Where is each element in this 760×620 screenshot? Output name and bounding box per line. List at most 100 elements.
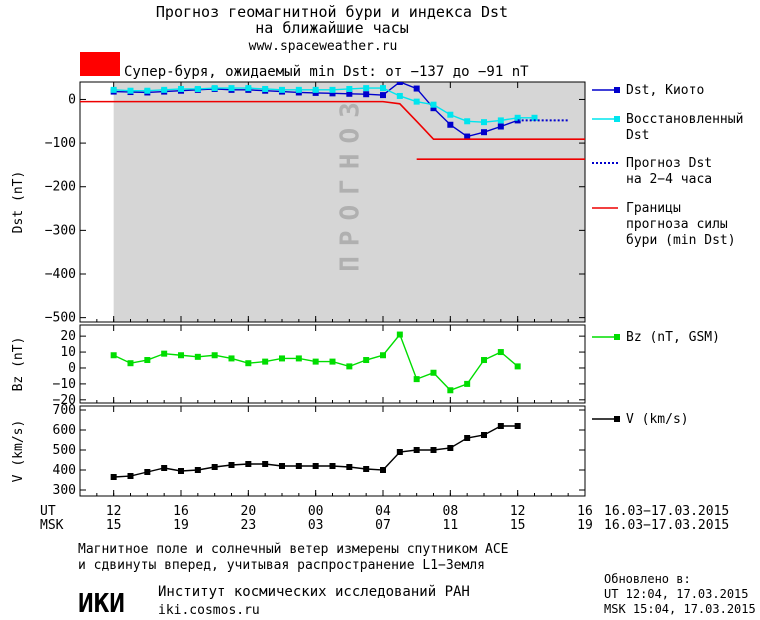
data-point xyxy=(464,118,471,125)
data-point xyxy=(481,357,487,364)
time-axis: UT MSK 16.03−17.03.2015 16.03−17.03.2015… xyxy=(40,504,729,533)
data-point xyxy=(514,363,521,370)
updated-label: Обновлено в: xyxy=(604,572,691,586)
data-point xyxy=(514,423,521,429)
data-point xyxy=(363,357,370,364)
measurement-note: Магнитное поле и солнечный ветер измерен… xyxy=(78,542,508,557)
y-tick-label: 300 xyxy=(53,483,76,498)
ut-tick-label: 12 xyxy=(106,504,122,519)
msk-tick-label: 23 xyxy=(241,518,257,533)
data-point xyxy=(211,352,218,359)
measurement-note-2: и сдвинуты вперед, учитывая распростране… xyxy=(78,558,485,573)
data-point xyxy=(161,465,168,471)
ut-tick-label: 04 xyxy=(375,504,391,519)
y-tick-label: −200 xyxy=(45,180,76,195)
y-tick-label: −300 xyxy=(45,223,76,238)
data-point xyxy=(144,87,151,94)
legend-label: бури (min Dst) xyxy=(626,233,736,248)
ut-range: 16.03−17.03.2015 xyxy=(604,504,729,519)
data-point xyxy=(430,369,437,376)
data-point xyxy=(380,467,386,473)
data-point xyxy=(161,86,168,93)
legend-label: на 2−4 часа xyxy=(626,172,712,187)
legend-marker xyxy=(614,416,620,422)
legend-label: прогноза силы xyxy=(626,217,728,232)
forecast-zone xyxy=(113,82,586,322)
data-point xyxy=(329,90,336,97)
data-point xyxy=(127,473,134,479)
data-point xyxy=(481,129,487,136)
data-point xyxy=(262,85,269,92)
institute-site: iki.cosmos.ru xyxy=(158,603,260,618)
data-point xyxy=(312,463,319,469)
data-point xyxy=(430,447,437,453)
msk-axis-label: MSK xyxy=(40,518,64,533)
data-point xyxy=(430,101,437,108)
data-point xyxy=(464,133,471,140)
data-point xyxy=(464,435,471,441)
legend-label: Восстановленный xyxy=(626,112,743,127)
updated-ut: UT 12:04, 17.03.2015 xyxy=(604,587,749,601)
data-point xyxy=(413,85,420,92)
storm-bound-line xyxy=(80,100,585,140)
y-tick-label: 600 xyxy=(53,423,76,438)
ut-tick-label: 00 xyxy=(308,504,324,519)
data-point xyxy=(329,463,336,469)
data-point xyxy=(531,114,538,121)
msk-tick-label: 19 xyxy=(173,518,189,533)
data-point xyxy=(464,380,471,387)
legend-label: Прогноз Dst xyxy=(626,156,712,171)
data-point xyxy=(161,350,168,357)
legend-label: Границы xyxy=(626,201,681,216)
data-point xyxy=(447,111,454,118)
data-point xyxy=(481,432,487,438)
ut-tick-label: 20 xyxy=(241,504,257,519)
y-tick-label: 20 xyxy=(60,329,76,344)
data-point xyxy=(110,86,117,93)
data-point xyxy=(228,355,235,362)
data-point xyxy=(110,474,117,480)
data-point xyxy=(363,85,370,92)
msk-tick-label: 19 xyxy=(577,518,593,533)
data-point xyxy=(178,352,184,359)
msk-tick-label: 15 xyxy=(106,518,122,533)
y-tick-label: −500 xyxy=(45,311,76,326)
data-point xyxy=(413,447,420,453)
data-point xyxy=(295,463,302,469)
msk-tick-label: 11 xyxy=(443,518,459,533)
data-point xyxy=(497,117,504,124)
y-tick-label: 10 xyxy=(60,345,76,360)
data-point xyxy=(295,355,302,362)
alert-text: Супер-буря, ожидаемый min Dst: от −137 д… xyxy=(124,64,529,80)
y-axis-label: Bz (nT) xyxy=(11,337,26,392)
ut-tick-label: 16 xyxy=(173,504,189,519)
legend-marker xyxy=(614,334,620,340)
data-point xyxy=(262,461,269,467)
data-point xyxy=(279,86,285,93)
msk-tick-label: 07 xyxy=(375,518,391,533)
data-point xyxy=(312,89,319,96)
data-point xyxy=(228,85,235,92)
y-tick-label: −100 xyxy=(45,136,76,151)
data-point xyxy=(228,462,235,468)
data-point xyxy=(245,85,252,92)
data-point xyxy=(312,358,319,365)
data-point xyxy=(380,92,386,99)
data-point xyxy=(245,461,252,467)
page-title: Прогноз геомагнитной бури и индекса Dst xyxy=(156,3,508,21)
y-tick-label: 700 xyxy=(53,403,76,418)
data-point xyxy=(346,464,353,470)
y-tick-label: −10 xyxy=(53,377,76,392)
data-point xyxy=(211,85,218,92)
legend-marker xyxy=(614,116,620,122)
data-point xyxy=(144,469,151,475)
data-point xyxy=(178,85,184,92)
y-tick-label: 0 xyxy=(68,92,76,107)
y-tick-label: 500 xyxy=(53,443,76,458)
legend-label: Bz (nT, GSM) xyxy=(626,330,720,345)
y-tick-label: 400 xyxy=(53,463,76,478)
data-point xyxy=(481,119,487,126)
data-point xyxy=(497,349,504,356)
